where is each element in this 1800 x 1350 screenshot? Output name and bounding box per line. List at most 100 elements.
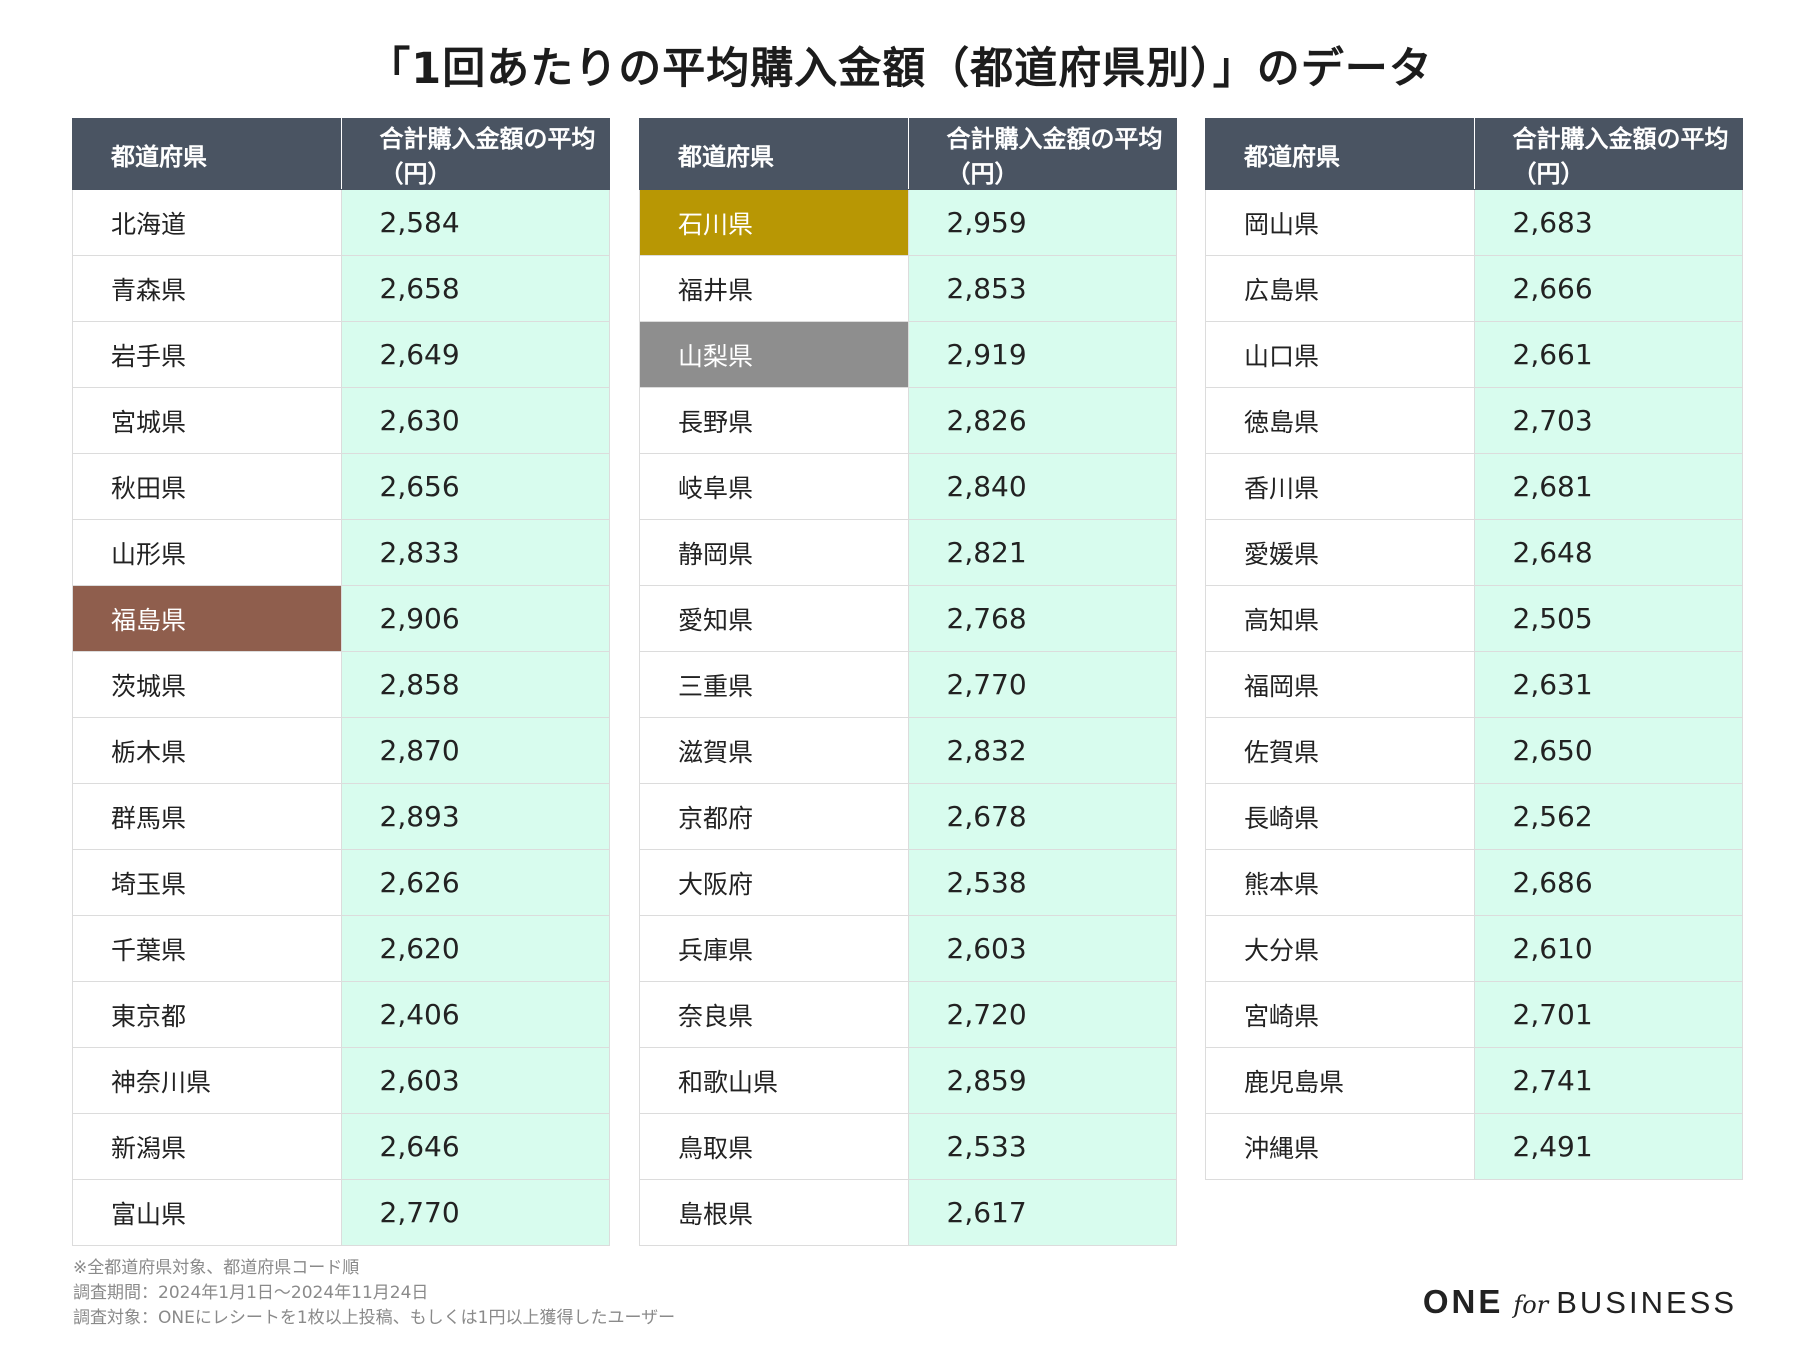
average-amount-cell: 2,584: [340, 189, 610, 256]
prefecture-name-cell: 高知県: [1205, 585, 1475, 652]
table-row: 愛媛県 2,648: [1205, 519, 1743, 586]
average-amount-cell: 2,919: [907, 321, 1177, 388]
prefecture-name-cell: 兵庫県: [639, 915, 909, 982]
table-row: 宮城県 2,630: [72, 387, 610, 454]
table-row: 鳥取県 2,533: [639, 1113, 1177, 1180]
table-row: 京都府 2,678: [639, 783, 1177, 850]
prefecture-name-cell: 愛知県: [639, 585, 909, 652]
average-amount-cell: 2,683: [1473, 189, 1743, 256]
average-amount-cell: 2,533: [907, 1113, 1177, 1180]
average-amount-cell: 2,617: [907, 1179, 1177, 1246]
table-row: 茨城県 2,858: [72, 651, 610, 718]
average-amount-cell: 2,826: [907, 387, 1177, 454]
average-amount-cell: 2,833: [340, 519, 610, 586]
table-row: 広島県 2,666: [1205, 255, 1743, 322]
prefecture-table-1: 都道府県 合計購入金額の平均（円） 北海道 2,584 青森県 2,658 岩手県 2,6…: [72, 118, 610, 1246]
average-amount-cell: 2,538: [907, 849, 1177, 916]
average-amount-cell: 2,406: [340, 981, 610, 1048]
table-row: 岩手県 2,649: [72, 321, 610, 388]
prefecture-name-cell: 福井県: [639, 255, 909, 322]
prefecture-name-cell: 長崎県: [1205, 783, 1475, 850]
footnote-period: 調査期間：2024年1月1日〜2024年11月24日: [73, 1283, 429, 1303]
prefecture-name-cell: 三重県: [639, 651, 909, 718]
prefecture-name-cell: 群馬県: [72, 783, 342, 850]
table-row: 栃木県 2,870: [72, 717, 610, 784]
table-header-row: 都道府県 合計購入金額の平均（円）: [639, 118, 1177, 190]
table-row: 北海道 2,584: [72, 189, 610, 256]
average-amount-cell: 2,681: [1473, 453, 1743, 520]
prefecture-name-cell: 鳥取県: [639, 1113, 909, 1180]
average-amount-cell: 2,658: [340, 255, 610, 322]
prefecture-name-cell: 栃木県: [72, 717, 342, 784]
table-row: 群馬県 2,893: [72, 783, 610, 850]
average-amount-cell: 2,603: [340, 1047, 610, 1114]
prefecture-name-cell: 埼玉県: [72, 849, 342, 916]
footnotes: ※全都道府県対象、都道府県コード順 調査期間：2024年1月1日〜2024年11…: [73, 1256, 675, 1331]
table-row: 福井県 2,853: [639, 255, 1177, 322]
prefecture-name-cell: 大阪府: [639, 849, 909, 916]
table-row: 神奈川県 2,603: [72, 1047, 610, 1114]
average-amount-cell: 2,648: [1473, 519, 1743, 586]
column-header-average-amount: 合計購入金額の平均（円）: [907, 118, 1177, 190]
prefecture-name-cell: 熊本県: [1205, 849, 1475, 916]
table-row: 静岡県 2,821: [639, 519, 1177, 586]
prefecture-name-cell: 神奈川県: [72, 1047, 342, 1114]
average-amount-cell: 2,770: [340, 1179, 610, 1246]
average-amount-cell: 2,853: [907, 255, 1177, 322]
table-row: 東京都 2,406: [72, 981, 610, 1048]
average-amount-cell: 2,821: [907, 519, 1177, 586]
average-amount-cell: 2,832: [907, 717, 1177, 784]
prefecture-name-cell: 北海道: [72, 189, 342, 256]
table-row: 岡山県 2,683: [1205, 189, 1743, 256]
average-amount-cell: 2,686: [1473, 849, 1743, 916]
average-amount-cell: 2,959: [907, 189, 1177, 256]
table-row: 宮崎県 2,701: [1205, 981, 1743, 1048]
average-amount-cell: 2,770: [907, 651, 1177, 718]
table-row: 高知県 2,505: [1205, 585, 1743, 652]
average-amount-cell: 2,649: [340, 321, 610, 388]
prefecture-name-cell: 大分県: [1205, 915, 1475, 982]
prefecture-name-cell: 東京都: [72, 981, 342, 1048]
prefecture-name-cell: 静岡県: [639, 519, 909, 586]
prefecture-name-cell: 岡山県: [1205, 189, 1475, 256]
prefecture-name-cell: 青森県: [72, 255, 342, 322]
table-row: 大分県 2,610: [1205, 915, 1743, 982]
average-amount-cell: 2,610: [1473, 915, 1743, 982]
prefecture-name-cell: 沖縄県: [1205, 1113, 1475, 1180]
one-for-business-logo: ONE for BUSINESS: [1423, 1283, 1737, 1321]
column-header-average-amount: 合計購入金額の平均（円）: [1473, 118, 1743, 190]
prefecture-name-cell: 宮城県: [72, 387, 342, 454]
average-amount-cell: 2,870: [340, 717, 610, 784]
table-row: 三重県 2,770: [639, 651, 1177, 718]
table-row: 山梨県 2,919: [639, 321, 1177, 388]
table-body: 石川県 2,959 福井県 2,853 山梨県 2,919 長野県 2,826 岐阜県 2,840…: [639, 189, 1177, 1246]
table-row: 滋賀県 2,832: [639, 717, 1177, 784]
prefecture-name-cell: 岐阜県: [639, 453, 909, 520]
prefecture-name-cell: 和歌山県: [639, 1047, 909, 1114]
table-header-row: 都道府県 合計購入金額の平均（円）: [72, 118, 610, 190]
average-amount-cell: 2,701: [1473, 981, 1743, 1048]
table-row: 香川県 2,681: [1205, 453, 1743, 520]
table-row: 長崎県 2,562: [1205, 783, 1743, 850]
prefecture-name-cell: 山形県: [72, 519, 342, 586]
prefecture-name-cell: 広島県: [1205, 255, 1475, 322]
average-amount-cell: 2,859: [907, 1047, 1177, 1114]
table-body: 北海道 2,584 青森県 2,658 岩手県 2,649 宮城県 2,630 秋田県 2,656…: [72, 189, 610, 1246]
table-header-row: 都道府県 合計購入金額の平均（円）: [1205, 118, 1743, 190]
table-row: 和歌山県 2,859: [639, 1047, 1177, 1114]
prefecture-name-cell: 岩手県: [72, 321, 342, 388]
column-header-prefecture: 都道府県: [1205, 118, 1475, 190]
table-row: 山口県 2,661: [1205, 321, 1743, 388]
table-row: 新潟県 2,646: [72, 1113, 610, 1180]
prefecture-name-cell: 茨城県: [72, 651, 342, 718]
average-amount-cell: 2,631: [1473, 651, 1743, 718]
column-header-prefecture: 都道府県: [639, 118, 909, 190]
table-row: 長野県 2,826: [639, 387, 1177, 454]
table-row: 埼玉県 2,626: [72, 849, 610, 916]
prefecture-name-cell: 山口県: [1205, 321, 1475, 388]
prefecture-name-cell: 佐賀県: [1205, 717, 1475, 784]
table-row: 福島県 2,906: [72, 585, 610, 652]
prefecture-name-cell: 千葉県: [72, 915, 342, 982]
average-amount-cell: 2,656: [340, 453, 610, 520]
average-amount-cell: 2,603: [907, 915, 1177, 982]
